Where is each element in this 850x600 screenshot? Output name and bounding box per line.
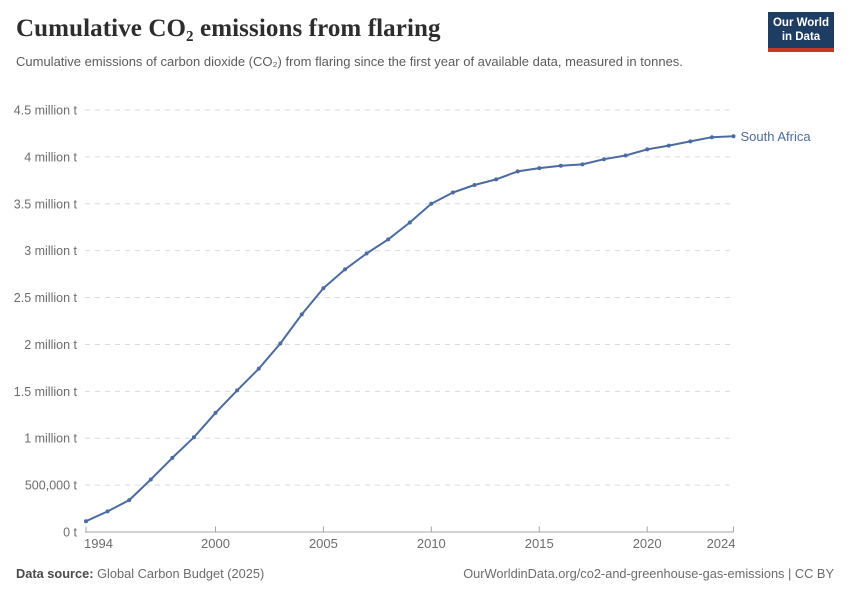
data-point[interactable] <box>235 388 240 393</box>
attribution: OurWorldinData.org/co2-and-greenhouse-ga… <box>463 566 834 581</box>
data-point[interactable] <box>731 134 736 139</box>
data-point[interactable] <box>645 147 650 152</box>
owid-logo-line1: Our World <box>772 17 829 29</box>
y-tick-label: 0 t <box>63 526 77 540</box>
data-point[interactable] <box>429 201 434 206</box>
data-point[interactable] <box>558 163 563 168</box>
x-tick-label: 1994 <box>84 536 113 551</box>
data-point[interactable] <box>148 477 153 482</box>
y-tick-label: 4 million t <box>24 150 77 164</box>
y-tick-label: 2.5 million t <box>14 291 78 305</box>
data-point[interactable] <box>256 366 261 371</box>
data-point[interactable] <box>494 177 499 182</box>
x-tick-label: 2000 <box>201 536 230 551</box>
page-title: Cumulative CO₂ emissions from flaring <box>16 15 441 42</box>
owid-logo[interactable]: Our World in Data <box>768 12 834 52</box>
data-point[interactable] <box>127 498 132 503</box>
data-point[interactable] <box>191 435 196 440</box>
data-point[interactable] <box>472 183 477 187</box>
data-source-value: Global Carbon Budget (2025) <box>97 566 265 581</box>
data-source: Data source: Global Carbon Budget (2025) <box>16 566 264 581</box>
x-tick-label: 2010 <box>417 536 446 551</box>
data-point[interactable] <box>623 153 628 158</box>
line-chart: 0 t 500,000 t 1 million t 1.5 million t 2 mi… <box>0 95 850 560</box>
data-source-label: Data source: <box>16 566 94 581</box>
y-tick-label: 4.5 million t <box>14 104 78 118</box>
y-tick-label: 500,000 t <box>25 479 78 493</box>
data-point[interactable] <box>170 455 175 460</box>
y-tick-label: 3.5 million t <box>14 197 78 211</box>
data-point[interactable] <box>515 169 520 174</box>
data-point[interactable] <box>299 312 304 317</box>
y-tick-label: 3 million t <box>24 244 77 258</box>
data-point[interactable] <box>407 220 412 225</box>
chart-footer: Data source: Global Carbon Budget (2025)… <box>16 566 834 581</box>
data-point[interactable] <box>709 135 714 140</box>
chart-subtitle: Cumulative emissions of carbon dioxide (… <box>16 54 683 69</box>
data-line-south-africa[interactable] <box>85 135 735 523</box>
data-point[interactable] <box>84 519 88 524</box>
data-point[interactable] <box>364 251 369 256</box>
data-point[interactable] <box>105 509 110 514</box>
y-tick-label: 2 million t <box>24 338 77 352</box>
owid-logo-box: Our World in Data <box>768 12 834 48</box>
entity-label[interactable]: South Africa <box>741 129 812 144</box>
data-point[interactable] <box>580 162 585 167</box>
data-point[interactable] <box>343 267 347 272</box>
x-tick-label: 2015 <box>525 536 554 551</box>
data-point[interactable] <box>450 190 455 195</box>
owid-logo-red-bar <box>768 48 834 52</box>
data-point[interactable] <box>321 286 326 291</box>
data-point[interactable] <box>666 143 671 148</box>
x-tick-label: 2005 <box>309 536 338 551</box>
x-tick-label: 2024 <box>707 536 736 551</box>
y-tick-label: 1.5 million t <box>14 385 78 399</box>
data-point[interactable] <box>602 157 606 162</box>
owid-logo-line2: in Data <box>781 30 821 43</box>
data-point[interactable] <box>278 341 283 346</box>
data-point[interactable] <box>688 139 693 144</box>
data-point[interactable] <box>537 166 542 171</box>
x-tick-label: 2020 <box>633 536 662 551</box>
y-tick-label: 1 million t <box>24 432 77 446</box>
chart-header: Cumulative CO₂ emissions from flaring Ou… <box>0 0 850 72</box>
line-chart-svg: 0 t 500,000 t 1 million t 1.5 million t 2 mi… <box>14 104 812 552</box>
data-point[interactable] <box>386 237 391 242</box>
data-point[interactable] <box>213 410 218 415</box>
